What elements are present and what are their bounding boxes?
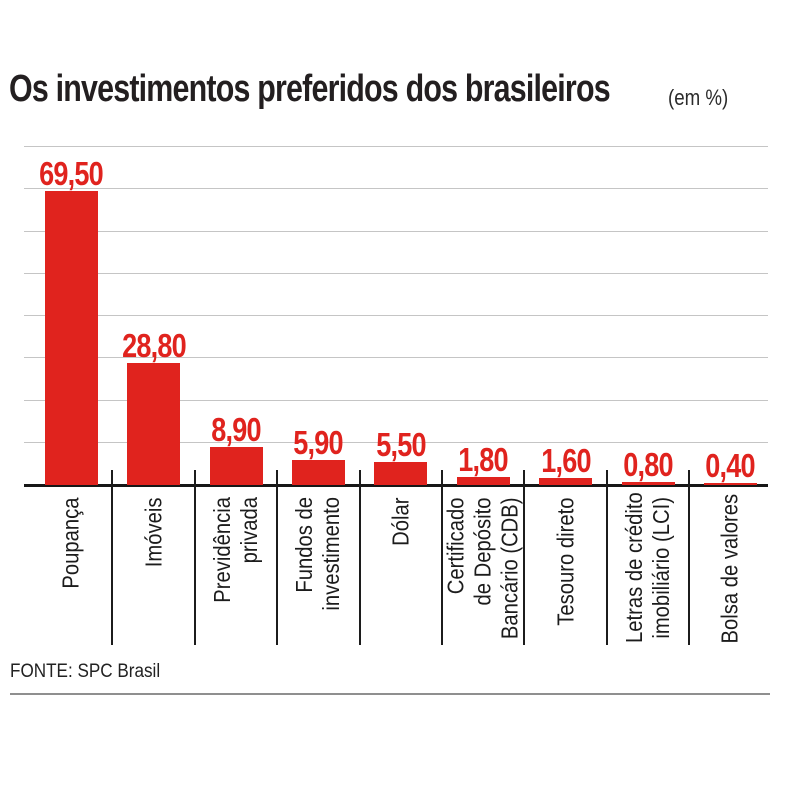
bar-3 (209, 447, 263, 485)
category-label-8: Letras de crédito imobiliário (LCI) (621, 492, 675, 644)
category-label-2: Imóveis (140, 497, 167, 643)
bar-5 (374, 462, 428, 485)
category-label-line: investimento (318, 496, 345, 611)
category-label-7: Tesouro direto (552, 497, 579, 643)
category-divider-1 (111, 470, 114, 645)
bar-value-4: 5,90 (293, 424, 344, 461)
bar-value-1: 69,50 (39, 155, 104, 192)
bar-8 (621, 482, 675, 485)
category-label-line: de Depósito (469, 496, 496, 605)
category-label-line: Bolsa de valores (716, 493, 743, 644)
category-label-line: Certificado (442, 496, 469, 594)
gridline-80 (24, 146, 768, 147)
bar-1 (44, 191, 98, 485)
gridline-20 (24, 399, 768, 401)
bar-value-7: 1,60 (540, 442, 591, 479)
bottom-rule (10, 693, 770, 695)
category-divider-2 (193, 470, 196, 645)
bar-value-8: 0,80 (623, 446, 673, 483)
bar-value-2: 28,80 (121, 327, 186, 364)
bar-value-5: 5,50 (376, 426, 426, 463)
category-label-line: Fundos de (291, 496, 318, 593)
gridline-30 (24, 357, 768, 359)
category-label-3: Previdência privada (209, 497, 263, 643)
category-divider-6 (523, 470, 526, 645)
gridline-70 (24, 188, 768, 190)
category-label-line: Previdência (209, 496, 235, 603)
category-label-line: privada (236, 496, 262, 564)
category-label-line: Letras de crédito (621, 492, 647, 644)
category-label-9: Bolsa de valores (716, 493, 744, 644)
bar-6 (456, 477, 510, 485)
bar-9 (703, 483, 757, 485)
bar-chart: 69,50 28,80 8,90 5,90 5,50 1,80 1,60 0,80 0,40 (24, 146, 768, 487)
gridline-50 (24, 272, 768, 274)
gridline-40 (24, 315, 768, 316)
category-label-5: Dólar (387, 497, 414, 643)
gridline-60 (24, 230, 768, 232)
category-label-line: Bancário (CDB) (496, 496, 523, 639)
category-label-line: imobiliário (LCI) (648, 496, 674, 639)
bar-4 (291, 460, 345, 485)
category-label-4: Fundos de investimento (291, 497, 345, 643)
category-label-line: Imóveis (140, 496, 167, 567)
category-label-line: Dólar (387, 496, 414, 546)
category-label-line: Tesouro direto (552, 496, 579, 626)
chart-unit-subtitle: (em %) (668, 85, 729, 110)
chart-title: Os investimentos preferidos dos brasilei… (9, 68, 611, 110)
category-divider-3 (276, 470, 279, 645)
category-divider-4 (358, 470, 361, 645)
category-label-1: Poupança (58, 497, 85, 643)
gridline-10 (24, 441, 768, 443)
category-label-line: Poupança (57, 496, 84, 589)
bar-2 (127, 363, 181, 485)
category-divider-5 (441, 470, 443, 645)
category-divider-8 (688, 470, 691, 645)
bar-value-6: 1,80 (458, 441, 508, 478)
category-divider-7 (605, 470, 608, 645)
bar-value-9: 0,40 (705, 447, 756, 484)
x-axis-baseline (24, 484, 768, 487)
source-credit: FONTE: SPC Brasil (10, 661, 161, 682)
bar-7 (539, 478, 593, 485)
bar-value-3: 8,90 (211, 411, 261, 448)
category-label-6: Certificado de Depósito Bancário (CDB) (443, 497, 524, 643)
